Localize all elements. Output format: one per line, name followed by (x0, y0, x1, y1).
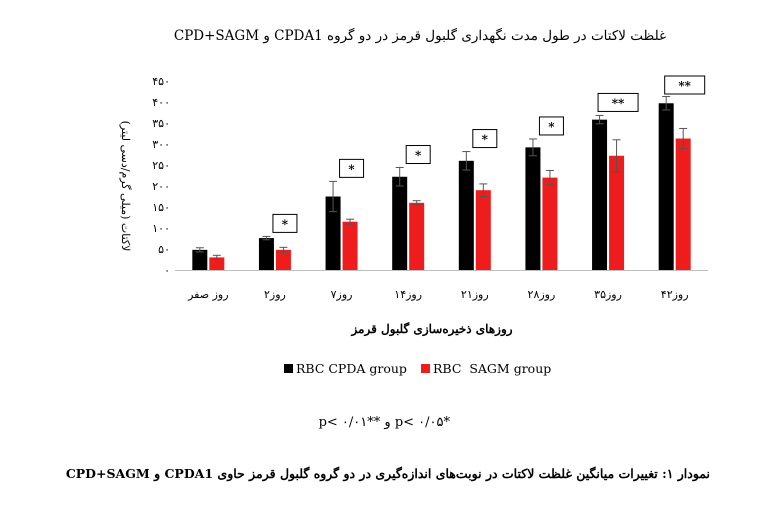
x-tick-label: روز۳۵ (594, 288, 622, 301)
x-tick-label: روز۲ (264, 288, 286, 301)
bar-cpda (592, 119, 608, 270)
y-tick-label: ۱۵۰ (152, 201, 170, 214)
x-tick-label: روز۲۸ (528, 288, 556, 301)
bar-sagm (342, 221, 358, 270)
x-tick-label: روز۴۲ (661, 288, 689, 301)
bar-cpda (192, 249, 208, 270)
legend-swatch-cpda (284, 364, 293, 373)
significance-markers: ********* (272, 75, 706, 233)
lactate-bar-chart: غلظت لاکتات در طول مدت نگهداری گلبول قرم… (119, 27, 708, 376)
legend: RBC CPDA group RBC SAGM group (284, 361, 551, 376)
significance-label: ** (678, 79, 691, 93)
x-axis-label: روزهای ذخیره‌سازی گلبول قرمز (350, 321, 512, 337)
x-tick-label: روز۱۴ (394, 288, 422, 301)
significance-label: * (548, 120, 555, 134)
significance-box (339, 158, 365, 178)
significance-box (472, 129, 498, 149)
bar-sagm (209, 257, 225, 270)
bar-cpda (258, 238, 274, 270)
significance-label: * (348, 162, 355, 176)
legend-label-cpda: RBC CPDA group (296, 361, 407, 376)
bar-sagm (409, 202, 425, 270)
bar-sagm (542, 177, 558, 270)
y-tick-label: ۴۰۰ (152, 96, 170, 109)
bar-cpda (392, 176, 408, 270)
y-tick-label: ۵۰ (158, 243, 170, 256)
bar-sagm (675, 138, 691, 270)
y-tick-label: ۲۰۰ (152, 180, 170, 193)
bar-cpda (658, 103, 674, 270)
significance-label: * (482, 133, 489, 147)
x-tick-label: روز۷ (331, 288, 353, 301)
x-tick-label: روز صفر (187, 288, 228, 301)
x-axis: روز صفر روز۲ روز۷ روز۱۴ روز۲۱ روز۲۸ روز۳۵ روز۴۲ (175, 270, 708, 301)
y-axis-label: لاکتات (میلی گرم/دسی لیتر) (119, 121, 132, 252)
significance-box (272, 213, 298, 233)
bar-sagm (475, 190, 491, 270)
y-tick-label: ۳۰۰ (152, 138, 170, 151)
y-tick-label: ۳۵۰ (152, 117, 170, 130)
y-axis-ticks: ۰ ۵۰ ۱۰۰ ۱۵۰ ۲۰۰ ۲۵۰ ۳۰۰ ۳۵۰ ۴۰۰ ۴۵۰ (152, 75, 170, 277)
x-tick-label: روز۲۱ (461, 288, 489, 301)
chart-title: غلظت لاکتات در طول مدت نگهداری گلبول قرم… (174, 27, 666, 44)
bar-cpda (325, 196, 341, 270)
legend-label-sagm: RBC SAGM group (433, 361, 551, 376)
y-tick-label: ۴۵۰ (152, 75, 170, 88)
y-tick-label: ۰ (164, 264, 170, 277)
significance-box (597, 92, 639, 112)
legend-swatch-sagm (421, 364, 430, 373)
y-tick-label: ۲۵۰ (152, 159, 170, 172)
significance-label: * (415, 149, 422, 163)
bar-sagm (609, 155, 625, 270)
bar-cpda (458, 160, 474, 270)
significance-box (405, 145, 431, 165)
significance-label: ** (612, 96, 625, 110)
significance-box (664, 75, 706, 95)
significance-label: * (282, 217, 289, 231)
figure-caption: نمودار ۱: تغییرات میانگین غلظت لاکتات در… (65, 466, 710, 481)
significance-footnote: *p< ۰/۰۵ و **p< ۰/۰۱ (318, 415, 450, 430)
bar-sagm (275, 249, 291, 270)
y-tick-label: ۱۰۰ (152, 222, 170, 235)
bar-cpda (525, 147, 541, 270)
significance-box (538, 116, 564, 136)
bars (192, 96, 691, 270)
